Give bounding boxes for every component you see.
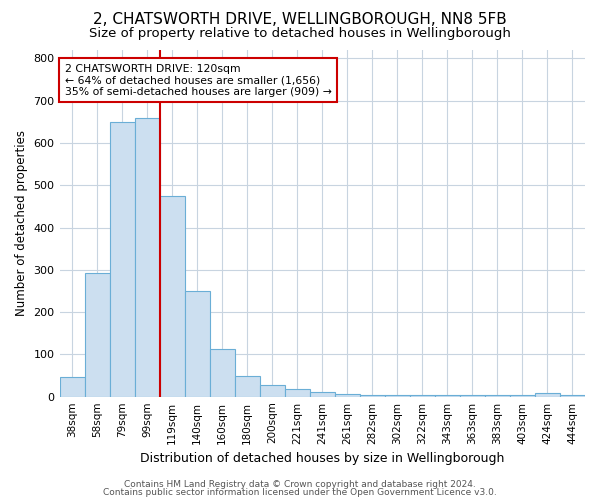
Text: 2 CHATSWORTH DRIVE: 120sqm
← 64% of detached houses are smaller (1,656)
35% of s: 2 CHATSWORTH DRIVE: 120sqm ← 64% of deta… (65, 64, 332, 97)
Bar (59, 377, 85, 396)
X-axis label: Distribution of detached houses by size in Wellingborough: Distribution of detached houses by size … (140, 452, 505, 465)
Bar (209, 349, 235, 397)
Bar (385, 394, 410, 396)
Text: 2, CHATSWORTH DRIVE, WELLINGBOROUGH, NN8 5FB: 2, CHATSWORTH DRIVE, WELLINGBOROUGH, NN8… (93, 12, 507, 28)
Text: Size of property relative to detached houses in Wellingborough: Size of property relative to detached ho… (89, 28, 511, 40)
Bar (235, 376, 260, 396)
Bar (485, 394, 510, 396)
Bar (360, 394, 385, 396)
Text: Contains HM Land Registry data © Crown copyright and database right 2024.: Contains HM Land Registry data © Crown c… (124, 480, 476, 489)
Bar (510, 394, 535, 396)
Bar (160, 196, 185, 396)
Text: Contains public sector information licensed under the Open Government Licence v3: Contains public sector information licen… (103, 488, 497, 497)
Y-axis label: Number of detached properties: Number of detached properties (15, 130, 28, 316)
Bar (535, 394, 560, 396)
Bar (310, 392, 335, 396)
Bar (185, 291, 209, 397)
Bar (335, 394, 360, 396)
Bar (134, 118, 160, 396)
Bar (460, 394, 485, 396)
Bar (260, 386, 285, 396)
Bar (435, 394, 460, 396)
Bar (85, 273, 110, 396)
Bar (285, 390, 310, 396)
Bar (560, 394, 585, 396)
Bar (110, 122, 134, 396)
Bar (410, 394, 435, 396)
